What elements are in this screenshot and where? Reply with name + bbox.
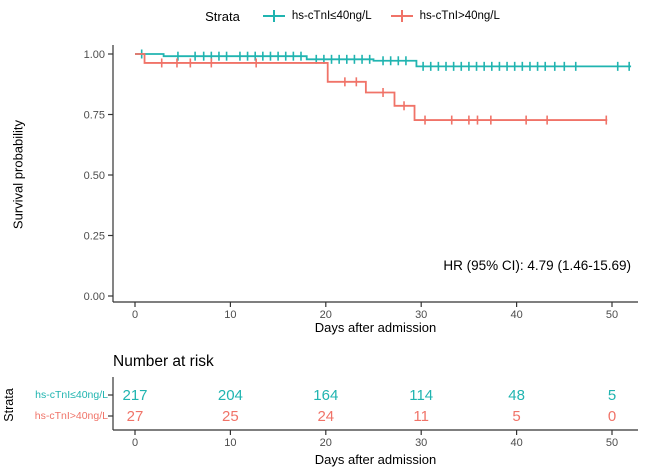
risk-count: 24 — [317, 408, 334, 425]
risk-x-tick-label: 40 — [510, 437, 522, 449]
survival-curve-1 — [135, 53, 608, 121]
risk-row-label-high: hs-cTnI>40ng/L — [34, 410, 108, 422]
risk-count: 5 — [512, 408, 520, 425]
x-axis-title-risk: Days after admission — [314, 452, 437, 467]
risk-x-tick-label: 0 — [132, 437, 138, 449]
x-tick-label: 10 — [224, 309, 236, 321]
risk-x-tick-label: 10 — [224, 437, 236, 449]
risk-count: 204 — [218, 387, 243, 404]
y-tick-label: 0.00 — [84, 291, 105, 303]
risk-count: 48 — [508, 387, 525, 404]
risk-count: 11 — [413, 408, 429, 425]
x-tick-label: 30 — [415, 309, 427, 321]
x-tick-label: 0 — [132, 309, 138, 321]
legend-title: Strata — [205, 8, 240, 24]
y-tick-label: 0.25 — [84, 231, 105, 243]
legend-label-high: hs-cTnI>40ng/L — [419, 10, 500, 22]
plus-key-icon — [390, 10, 413, 22]
risk-row-label-low: hs-cTnI≤40ng/L — [35, 389, 108, 401]
risk-count: 5 — [608, 387, 616, 404]
legend-item-high: hs-cTnI>40ng/L — [390, 9, 500, 23]
risk-count: 0 — [608, 408, 616, 425]
risk-x-tick-label: 50 — [606, 437, 618, 449]
legend: Strata hs-cTnI≤40ng/L hs-cTnI>40ng/L — [0, 6, 645, 26]
y-tick-label: 1.00 — [84, 49, 105, 61]
risk-count: 217 — [122, 387, 147, 404]
x-axis-title-main: Days after admission — [314, 320, 437, 335]
risk-count: 27 — [127, 408, 144, 425]
x-tick-label: 20 — [320, 309, 332, 321]
survival-curve-0 — [135, 53, 632, 68]
risk-x-tick-label: 30 — [415, 437, 427, 449]
legend-label-low: hs-cTnI≤40ng/L — [291, 10, 372, 22]
number-at-risk-title: Number at risk — [113, 353, 214, 370]
y-tick-label: 0.50 — [84, 170, 105, 182]
legend-item-low: hs-cTnI≤40ng/L — [262, 9, 372, 23]
risk-count: 114 — [409, 387, 433, 404]
risk-x-tick-label: 20 — [320, 437, 332, 449]
risk-count: 164 — [313, 387, 338, 404]
x-tick-label: 40 — [510, 309, 522, 321]
risk-count: 25 — [222, 408, 239, 425]
x-tick-label: 50 — [606, 309, 618, 321]
y-tick-label: 0.75 — [84, 110, 105, 122]
hazard-ratio-annotation: HR (95% CI): 4.79 (1.46-15.69) — [443, 258, 631, 273]
plus-key-icon — [262, 10, 285, 22]
